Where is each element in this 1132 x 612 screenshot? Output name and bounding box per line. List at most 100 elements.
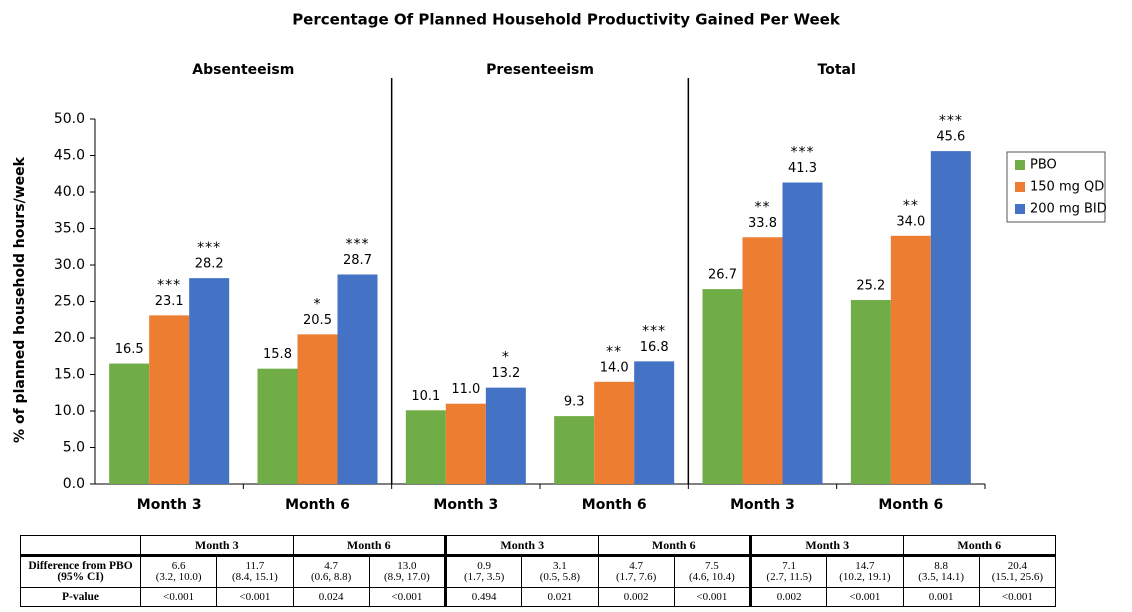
legend-label: 200 mg BID — [1030, 202, 1107, 217]
cell-text: 0.024 — [318, 590, 344, 603]
data-label: 28.7 — [343, 253, 372, 268]
significance: ** — [755, 199, 771, 215]
cell-text: 13.0 — [397, 560, 417, 572]
y-tick-label: 25.0 — [54, 294, 85, 310]
bar — [742, 237, 783, 484]
bar — [594, 381, 635, 484]
bar — [485, 387, 526, 484]
table: Month 3 Month 6 Month 3 Month 6 Month 3 Month… — [20, 535, 1057, 607]
data-label: 11.0 — [451, 382, 480, 397]
bar — [554, 416, 595, 484]
data-label: 45.6 — [936, 130, 965, 145]
cell: 7.1 (2.7, 11.5) — [748, 555, 828, 588]
significance: *** — [939, 113, 963, 129]
significance: * — [314, 296, 322, 312]
cell-text: (2.7, 11.5) — [766, 571, 812, 583]
header-row: Month 3 Month 6 Month 3 Month 6 Month 3 Month… — [20, 535, 1056, 557]
legend-swatch — [1015, 160, 1025, 170]
significance: *** — [346, 236, 370, 252]
data-label: 28.2 — [195, 257, 224, 272]
cell-text: (3.2, 10.0) — [155, 571, 202, 583]
cell-text: (3.5, 14.1) — [918, 571, 965, 583]
bar — [257, 368, 298, 484]
cell-text: 4.7 — [629, 560, 643, 572]
cell: 4.7 (0.6, 8.8) — [292, 555, 370, 588]
data-label: 23.1 — [155, 294, 184, 309]
bar — [445, 403, 486, 484]
x-tick-label: Month 6 — [582, 497, 647, 513]
cell-text: 20.4 — [1007, 560, 1027, 572]
y-tick-label: 30.0 — [54, 257, 85, 273]
cell: 0.494 — [443, 587, 523, 607]
cell-text: <0.001 — [391, 590, 423, 603]
cell-text: <0.001 — [849, 590, 881, 603]
data-label: 20.5 — [303, 313, 332, 328]
cell: 0.024 — [292, 587, 370, 607]
bar — [297, 334, 338, 484]
bar — [149, 315, 190, 484]
cell-text: <0.001 — [163, 590, 195, 603]
significance: *** — [157, 277, 181, 293]
bar — [702, 289, 743, 484]
data-label: 13.2 — [491, 366, 520, 381]
cell: 0.9 (1.7, 3.5) — [443, 555, 523, 588]
significance: ** — [903, 198, 919, 214]
bar — [850, 300, 891, 484]
cell-text: (4.6, 10.4) — [688, 571, 735, 583]
cell-text: 7.1 — [782, 560, 796, 572]
cell: 0.002 — [597, 587, 675, 607]
cell-text: (8.9, 17.0) — [383, 571, 430, 583]
cell-text: 14.7 — [855, 560, 875, 572]
legend-label: PBO — [1030, 158, 1057, 173]
cell: 3.1 (0.5, 5.8) — [521, 555, 599, 588]
cell-text: (15.1, 25.6) — [991, 571, 1044, 583]
table-row: Difference from PBO (95% CI) 6.6 (3.2, 10.… — [20, 555, 1057, 588]
cell: 0.002 — [748, 587, 828, 607]
bar — [109, 363, 150, 484]
group-header: Month 3 — [444, 535, 599, 557]
group-header: Month 3 — [749, 535, 904, 557]
legend-swatch — [1015, 204, 1025, 214]
y-tick-label: 0.0 — [63, 476, 85, 492]
y-tick-label: 45.0 — [54, 148, 85, 164]
data-label: 33.8 — [748, 216, 777, 231]
group-header: Month 3 — [140, 535, 294, 557]
x-tick-label: Month 6 — [285, 497, 350, 513]
cell: <0.001 — [368, 587, 447, 607]
panel-title: Total — [818, 62, 856, 78]
bar — [930, 151, 971, 484]
bar — [189, 278, 230, 484]
x-tick-label: Month 3 — [433, 497, 498, 513]
data-label: 25.2 — [856, 279, 885, 294]
cell: <0.001 — [673, 587, 752, 607]
cell-text: (0.6, 8.8) — [310, 571, 352, 583]
cell-text: 8.8 — [934, 560, 948, 572]
cell-text: 0.9 — [477, 560, 491, 572]
y-tick-label: 35.0 — [54, 221, 85, 237]
corner — [20, 535, 141, 557]
data-label: 41.3 — [788, 161, 817, 176]
cell: 8.8 (3.5, 14.1) — [902, 555, 980, 588]
panel-title: Presenteeism — [486, 62, 594, 78]
cell: <0.001 — [826, 587, 904, 607]
row-label: P-value — [20, 587, 141, 607]
cell: <0.001 — [216, 587, 294, 607]
legend-swatch — [1015, 182, 1025, 192]
bar — [890, 235, 931, 484]
data-label: 10.1 — [411, 389, 440, 404]
y-tick-label: 10.0 — [54, 403, 85, 419]
cell: 0.021 — [521, 587, 599, 607]
legend-label: 150 mg QD — [1030, 180, 1104, 195]
table-row: P-value <0.001 <0.001 0.024 <0.001 0.494 0.021… — [20, 587, 1057, 607]
cell-text: 4.7 — [324, 560, 338, 572]
cell: <0.001 — [139, 587, 218, 607]
significance: ** — [606, 344, 622, 360]
data-label: 26.7 — [708, 268, 737, 283]
x-tick-label: Month 3 — [137, 497, 202, 513]
bar — [405, 410, 446, 484]
y-tick-label: 5.0 — [63, 440, 85, 456]
significance: *** — [791, 145, 815, 161]
significance: * — [502, 350, 510, 366]
data-label: 16.5 — [115, 342, 144, 357]
